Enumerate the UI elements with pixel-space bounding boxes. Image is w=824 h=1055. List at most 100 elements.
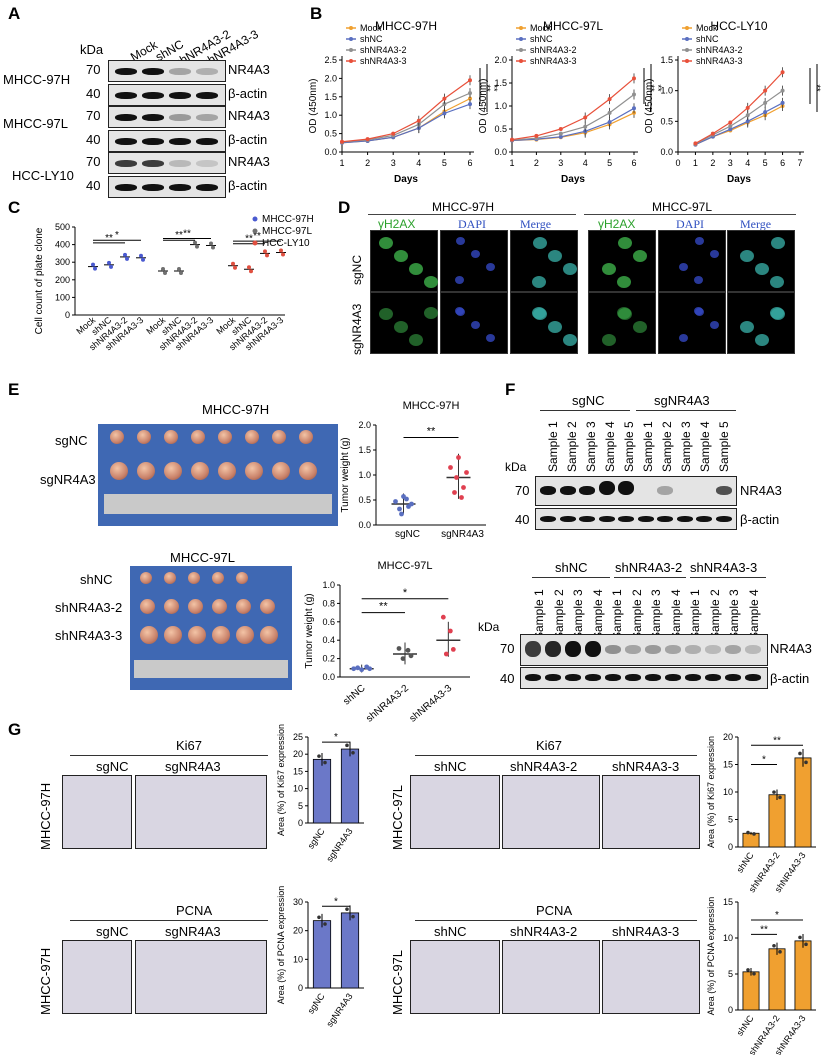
protein-label: NR4A3 xyxy=(770,641,812,656)
series-line xyxy=(511,107,635,142)
data-point xyxy=(772,943,776,948)
row-label: sgNR4A3 xyxy=(40,472,96,487)
row-label: sgNC xyxy=(350,254,364,285)
sample-label: Sample 5 xyxy=(622,421,636,472)
data-point xyxy=(456,455,461,460)
band xyxy=(657,486,673,495)
y-tick-label: 0.6 xyxy=(322,617,335,627)
y-tick-label: 1.5 xyxy=(494,78,507,88)
data-point xyxy=(409,501,414,507)
panel-e-weight-97h: 0.0 0.5 1.0 1.5 2.0 Tumor weight (g) MHCC-97H s… xyxy=(340,400,486,540)
protein-label: β-actin xyxy=(228,132,268,147)
y-tick-label: 10 xyxy=(293,784,303,794)
data-point xyxy=(745,119,750,124)
mw-label: 70 xyxy=(500,641,515,656)
sig-mark: ** xyxy=(489,84,499,92)
tumor xyxy=(236,599,251,614)
y-axis-label: Area (%) of Ki67 expression xyxy=(706,736,716,848)
x-tick-label: sgNC xyxy=(395,529,420,540)
mw-label: 70 xyxy=(86,154,101,169)
y-tick-label: 1.5 xyxy=(660,55,673,65)
band xyxy=(540,516,556,522)
data-point xyxy=(780,70,785,75)
data-point xyxy=(396,646,402,651)
cell xyxy=(455,276,464,284)
cell-line-label: MHCC-97L xyxy=(3,116,69,131)
y-tick-label: 15 xyxy=(293,766,303,776)
band xyxy=(169,184,191,191)
panel-label-g: G xyxy=(8,720,22,739)
data-point xyxy=(177,267,181,271)
band xyxy=(618,481,634,495)
legend-label: shNR4A3-2 xyxy=(696,45,743,55)
data-point xyxy=(534,133,539,138)
group-line xyxy=(532,577,610,578)
series-line xyxy=(695,90,783,145)
bar xyxy=(340,912,360,989)
mw-label: 40 xyxy=(500,671,515,686)
row-label: shNR4A3-3 xyxy=(55,628,123,643)
x-tick-label: shNC xyxy=(735,850,756,875)
chart-title: HCC-LY10 xyxy=(710,19,767,33)
group-label: shNR4A3-2 xyxy=(510,759,578,774)
data-point xyxy=(179,271,183,275)
data-point xyxy=(405,647,411,653)
data-point xyxy=(351,914,355,919)
x-tick-label: 4 xyxy=(745,158,750,168)
y-tick-label: 20 xyxy=(293,926,303,936)
cell xyxy=(770,276,784,288)
bar xyxy=(794,757,812,848)
data-point xyxy=(161,267,165,271)
x-tick-label: 7 xyxy=(797,158,802,168)
data-point xyxy=(798,751,802,756)
cell xyxy=(409,263,423,275)
ihc-image xyxy=(135,940,267,1014)
tumor xyxy=(164,626,182,644)
y-tick-label: 0.0 xyxy=(322,672,335,682)
cell xyxy=(533,237,547,249)
data-point xyxy=(93,266,97,271)
data-point xyxy=(746,968,750,972)
tumor xyxy=(272,462,290,480)
data-point xyxy=(464,470,469,475)
x-tick-label: 3 xyxy=(558,158,563,168)
sig-mark: * xyxy=(334,732,338,743)
data-point xyxy=(345,743,349,748)
cell xyxy=(740,250,754,262)
sig-mark: ** xyxy=(646,84,656,92)
cell xyxy=(695,237,704,245)
band xyxy=(115,160,137,167)
stain-label: Ki67 xyxy=(176,738,203,753)
sample-label: Sample 3 xyxy=(727,589,741,640)
data-point xyxy=(249,269,253,274)
tumor xyxy=(260,626,278,644)
channel-label: γH2AX xyxy=(598,217,636,231)
data-point xyxy=(780,88,785,93)
blot-strip xyxy=(108,106,226,128)
sig-mark: * xyxy=(334,896,338,907)
cell xyxy=(617,307,631,319)
band xyxy=(540,486,556,495)
y-tick-label: 25 xyxy=(293,732,303,742)
legend-marker xyxy=(519,48,523,52)
sig-mark: ** xyxy=(482,84,492,92)
blot-strip xyxy=(108,84,226,106)
y-tick-label: 2.0 xyxy=(324,73,337,83)
legend-marker xyxy=(349,37,353,41)
protein-label: NR4A3 xyxy=(228,108,270,123)
data-point xyxy=(399,511,404,517)
tumor xyxy=(299,462,317,480)
row-label: sgNR4A3 xyxy=(350,303,364,355)
data-point xyxy=(209,241,213,246)
band xyxy=(525,674,541,681)
sig-mark: ** xyxy=(653,84,663,92)
band xyxy=(705,674,721,681)
legend-marker xyxy=(349,48,353,52)
x-axis-label: Days xyxy=(561,174,585,185)
cell xyxy=(424,276,438,288)
cell xyxy=(486,263,495,271)
legend-marker xyxy=(252,216,258,222)
band xyxy=(645,674,661,681)
y-axis-label: Tumor weight (g) xyxy=(304,593,315,668)
